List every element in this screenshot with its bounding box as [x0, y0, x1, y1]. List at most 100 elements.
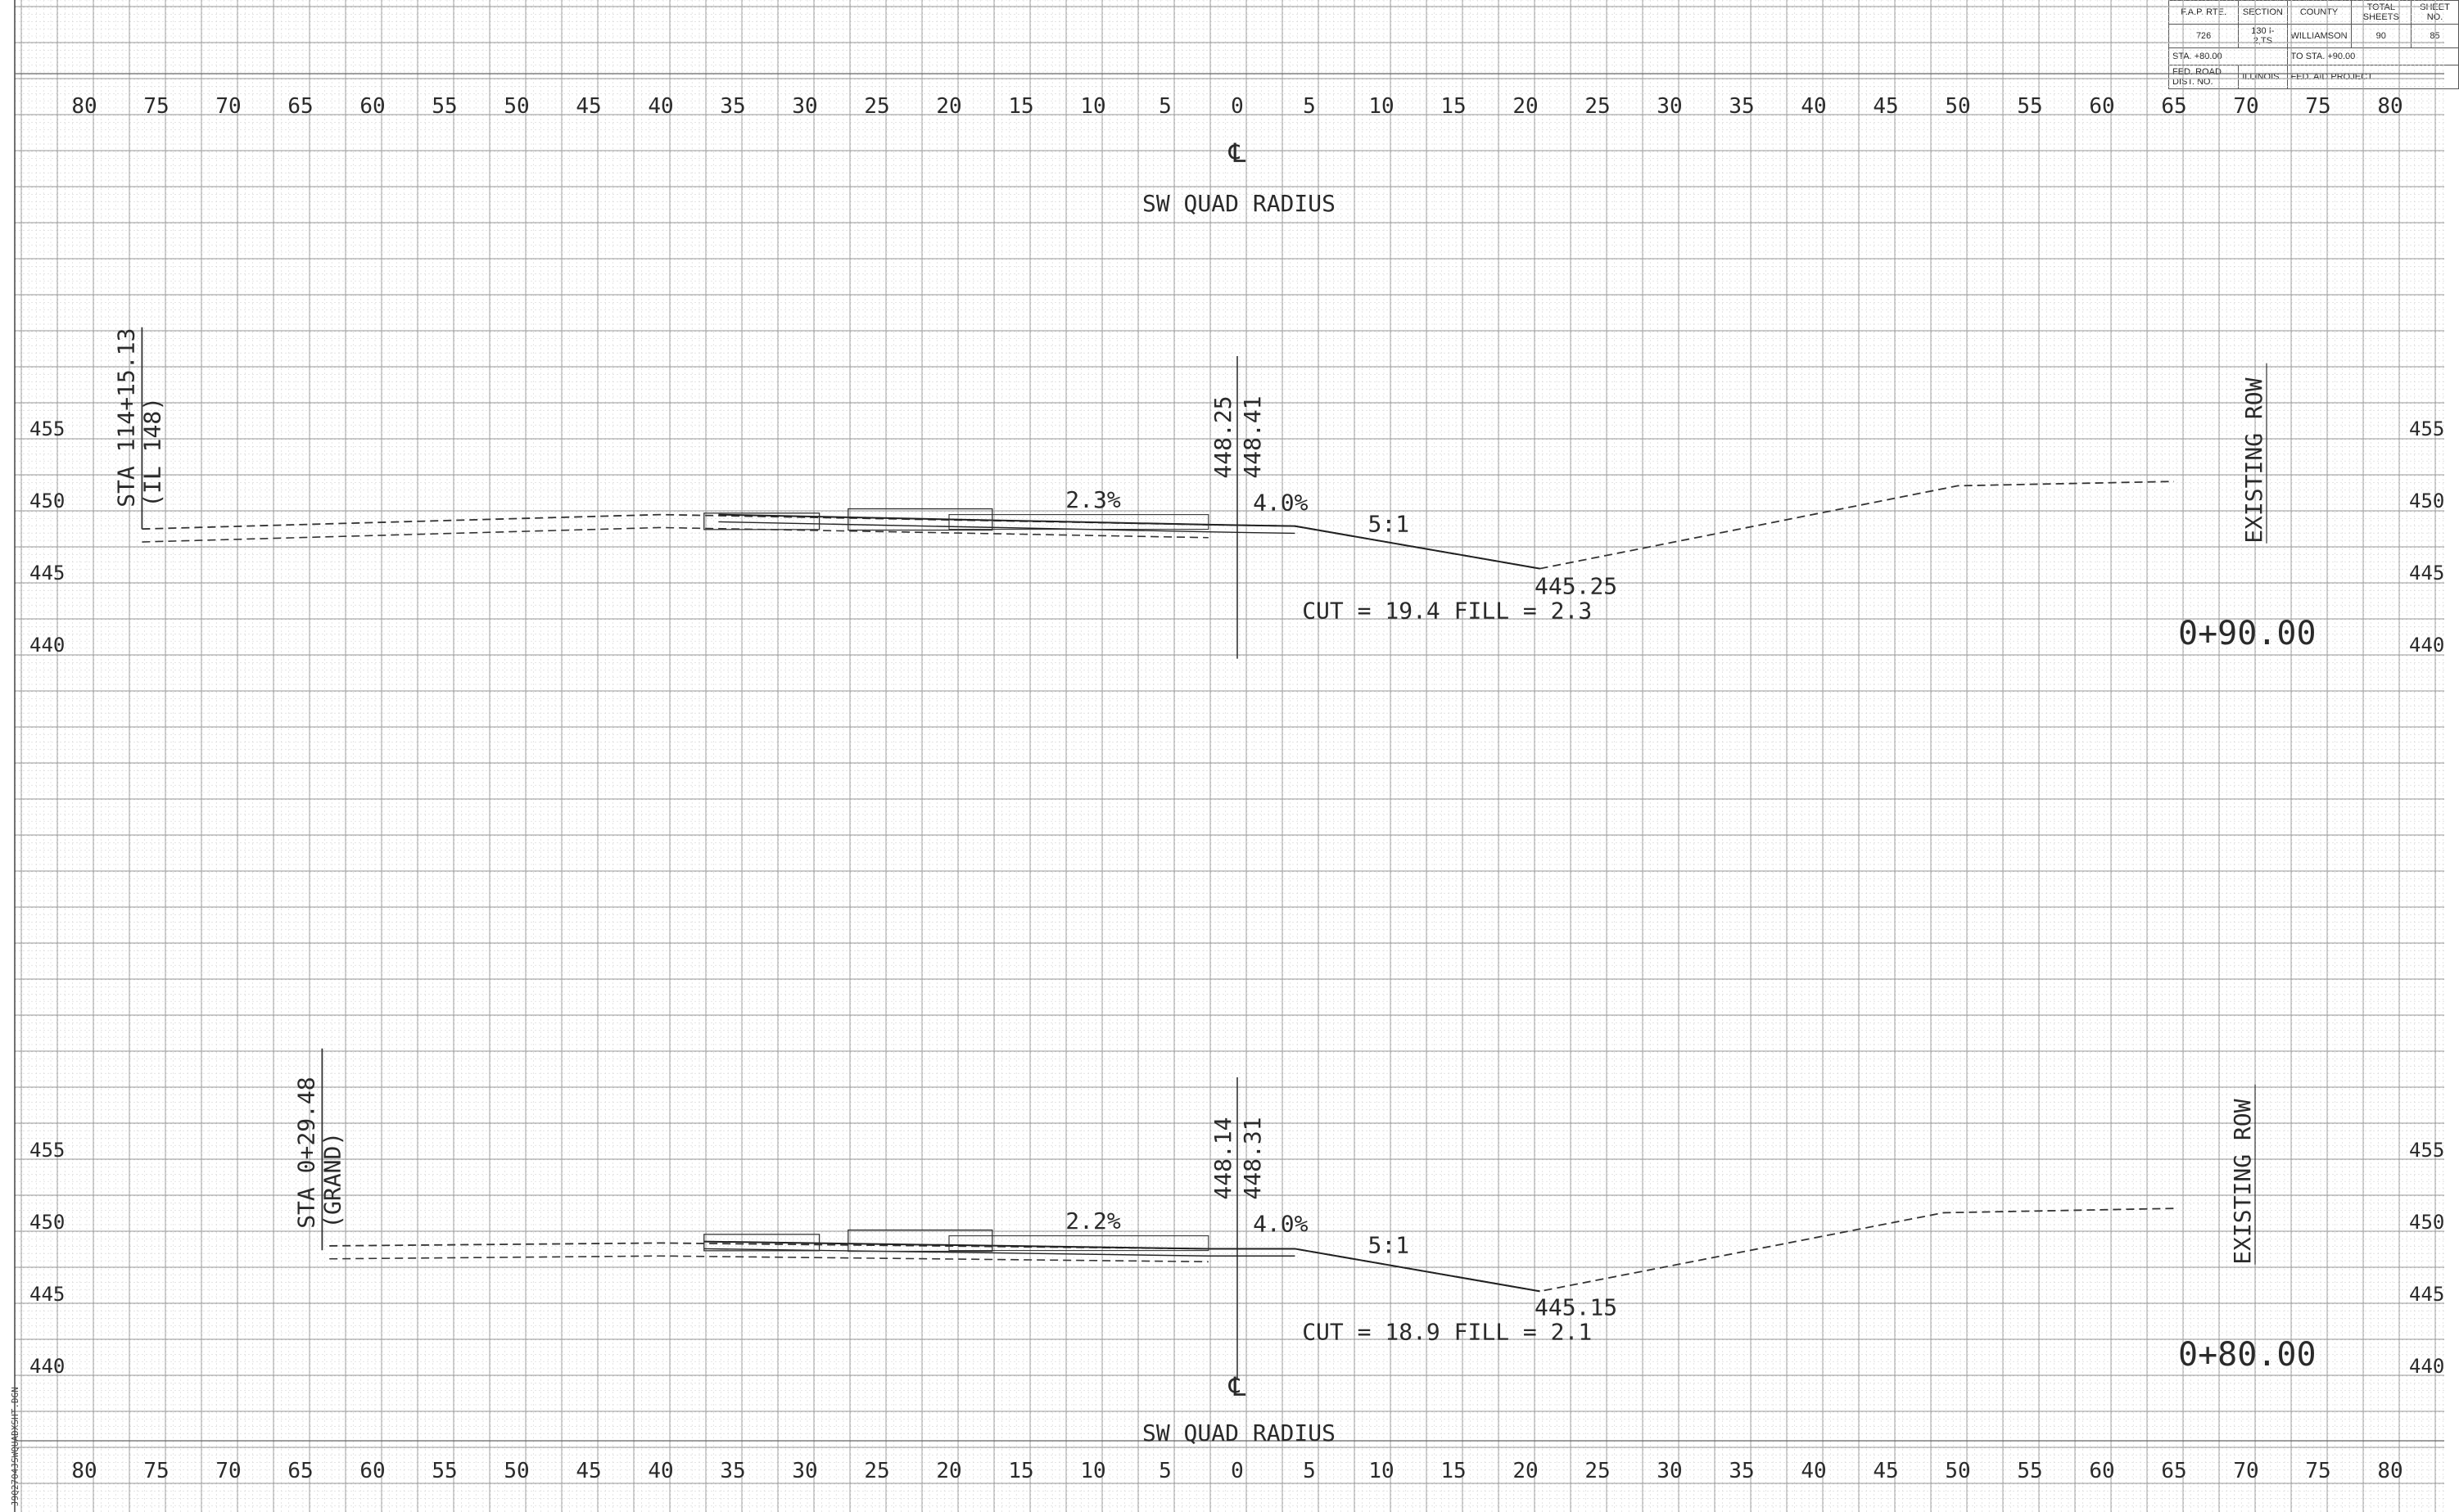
- elevation-label-right: 455: [2409, 417, 2444, 440]
- offset-tick-label: 10: [1368, 94, 1394, 119]
- offset-tick-label: 65: [287, 1459, 313, 1483]
- elevation-label-left: 440: [29, 1355, 65, 1378]
- centerline-elevation: 448.14: [1209, 1117, 1236, 1199]
- offset-tick-label: 60: [2089, 94, 2114, 119]
- offset-tick-label: 5: [1303, 94, 1316, 119]
- offset-tick-label: 60: [2089, 1459, 2114, 1483]
- offset-tick-label: 75: [2305, 94, 2330, 119]
- offset-tick-label: 60: [359, 94, 385, 119]
- pavement-block: [948, 514, 1209, 530]
- elevation-label-left: 450: [29, 490, 65, 512]
- elevation-label-left: 440: [29, 634, 65, 657]
- ditch-elevation-label: 445.25: [1535, 572, 1617, 599]
- offset-tick-label: 0: [1231, 94, 1244, 119]
- offset-tick-label: 45: [576, 94, 601, 119]
- offset-tick-label: 40: [1801, 1459, 1826, 1483]
- elevation-label-right: 440: [2409, 1355, 2444, 1378]
- road-label: (GRAND): [319, 1132, 346, 1229]
- offset-tick-label: 60: [359, 1459, 385, 1483]
- offset-tick-label: 70: [215, 1459, 241, 1483]
- offset-tick-label: 45: [576, 1459, 601, 1483]
- elevation-label-left: 455: [29, 1139, 65, 1162]
- station-to: TO STA. +90.00: [2286, 47, 2459, 65]
- bottom-caption: ℄ SW QUAD RADIUS: [1142, 1371, 1336, 1447]
- offset-tick-label: 10: [1080, 94, 1105, 119]
- offset-tick-label: 55: [2017, 94, 2042, 119]
- centerline-symbol: ℄: [1228, 1371, 1246, 1402]
- station-label: STA 114+15.13: [112, 328, 139, 508]
- proposed-section-line: [703, 1248, 1295, 1257]
- caption-title: SW QUAD RADIUS: [1142, 1419, 1336, 1447]
- offset-tick-label: 20: [936, 94, 961, 119]
- offset-tick-label: 20: [1512, 1459, 1538, 1483]
- elevation-label-left: 450: [29, 1211, 65, 1234]
- cross-section: 455 455 450 450 445 445 440 440 STA 0+29.48 (GRAN…: [29, 1048, 2444, 1380]
- offset-tick-label: 20: [936, 1459, 961, 1483]
- elevation-label-left: 445: [29, 562, 65, 584]
- offset-tick-label: 10: [1368, 1459, 1394, 1483]
- offset-tick-label: 15: [1008, 1459, 1033, 1483]
- offset-tick-label: 70: [2233, 1459, 2258, 1483]
- shoulder-slope-label: 4.0%: [1253, 1210, 1309, 1237]
- offset-tick-label: 25: [1584, 1459, 1610, 1483]
- offset-tick-label: 25: [864, 94, 889, 119]
- offset-tick-label: 10: [1080, 1459, 1105, 1483]
- offset-tick-label: 80: [71, 1459, 97, 1483]
- offset-tick-label: 75: [143, 1459, 169, 1483]
- offset-tick-label: 5: [1303, 1459, 1316, 1483]
- offset-tick-label: 45: [1873, 94, 1898, 119]
- ditch-elevation-label: 445.15: [1535, 1293, 1617, 1320]
- cut-fill-label: CUT = 19.4 FILL = 2.3: [1302, 597, 1592, 624]
- offset-scale-top: 80 75 70 65 60 55 50 45 40 35 30 25 20 15 10 5 0 5 10 15 20 2…: [71, 94, 2402, 119]
- existing-ground-line: [329, 1255, 1209, 1263]
- offset-tick-label: 30: [1657, 1459, 1682, 1483]
- offset-tick-label: 50: [504, 94, 529, 119]
- caption-title: SW QUAD RADIUS: [1142, 190, 1336, 217]
- offset-tick-label: 40: [648, 1459, 673, 1483]
- total-sheets-value: 90: [2350, 24, 2412, 48]
- county-header: COUNTY: [2286, 0, 2352, 25]
- offset-tick-label: 30: [792, 1459, 817, 1483]
- cross-slope-label: 2.2%: [1065, 1207, 1121, 1234]
- offset-tick-label: 45: [1873, 1459, 1898, 1483]
- top-caption: ℄ SW QUAD RADIUS: [1142, 138, 1336, 217]
- elevation-label-right: 445: [2409, 1283, 2444, 1306]
- side-slope-label: 5:1: [1368, 511, 1410, 538]
- offset-tick-label: 70: [2233, 94, 2258, 119]
- offset-tick-label: 50: [1945, 94, 1970, 119]
- offset-tick-label: 35: [720, 94, 745, 119]
- centerline-elevation: 448.41: [1239, 395, 1266, 478]
- elevation-label-right: 450: [2409, 1211, 2444, 1234]
- offset-tick-label: 65: [2161, 94, 2186, 119]
- offset-tick-label: 50: [1945, 1459, 1970, 1483]
- pavement-block: [703, 1234, 820, 1252]
- pavement-block: [948, 1235, 1209, 1252]
- cut-fill-label: CUT = 18.9 FILL = 2.1: [1302, 1318, 1592, 1345]
- offset-tick-label: 15: [1440, 1459, 1466, 1483]
- offset-tick-label: 35: [1729, 94, 1754, 119]
- elevation-label-right: 450: [2409, 490, 2444, 512]
- elevation-label-right: 445: [2409, 562, 2444, 584]
- offset-tick-label: 30: [792, 94, 817, 119]
- offset-tick-label: 65: [287, 94, 313, 119]
- centerline-elevation: 448.31: [1239, 1117, 1266, 1199]
- offset-tick-label: 25: [1584, 94, 1610, 119]
- cross-slope-label: 2.3%: [1065, 486, 1121, 513]
- centerline-symbol: ℄: [1228, 138, 1246, 169]
- offset-tick-label: 0: [1231, 1459, 1244, 1483]
- station-value: 0+80.00: [2178, 1336, 2317, 1374]
- offset-tick-label: 55: [432, 1459, 457, 1483]
- offset-tick-label: 75: [143, 94, 169, 119]
- offset-tick-label: 15: [1008, 94, 1033, 119]
- offset-tick-label: 55: [432, 94, 457, 119]
- elevation-label-right: 440: [2409, 634, 2444, 657]
- elevation-label-left: 445: [29, 1283, 65, 1306]
- offset-tick-label: 70: [215, 94, 241, 119]
- project-label: FED. AID PROJECT: [2286, 65, 2459, 89]
- offset-tick-label: 65: [2161, 1459, 2186, 1483]
- pavement-block: [703, 512, 820, 530]
- cross-section: 455 455 450 450 445 445 440 440 STA 114+15.13 (IL…: [29, 327, 2444, 659]
- offset-tick-label: 5: [1159, 94, 1172, 119]
- sheet-no-header: SHEET NO.: [2411, 0, 2459, 25]
- station-label: STA 0+29.48: [292, 1076, 319, 1228]
